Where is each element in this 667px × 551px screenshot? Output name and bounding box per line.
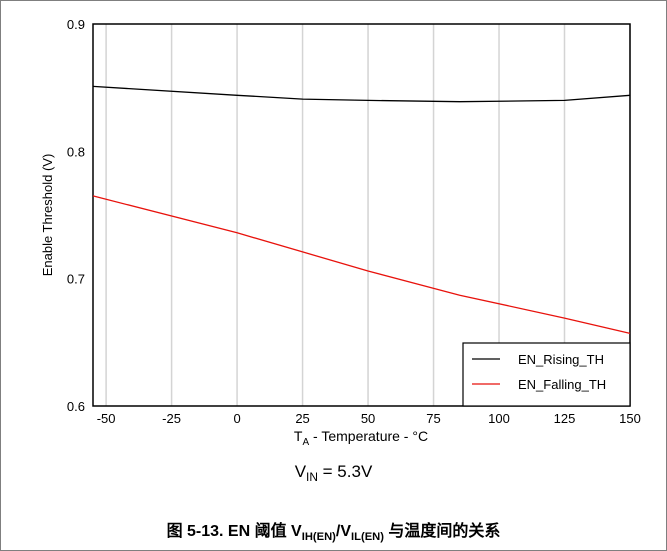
legend-box: [462, 342, 631, 407]
x-tick-label: -25: [162, 411, 181, 426]
x-axis-label: TA - Temperature - °C: [294, 428, 428, 448]
legend: EN_Rising_TH EN_Falling_TH: [462, 342, 631, 407]
x-tick-label: 125: [554, 411, 576, 426]
series-line-en-falling-th: [92, 195, 631, 335]
y-tick-label: 0.9: [67, 17, 85, 32]
x-tick-label: 75: [426, 411, 440, 426]
legend-label: EN_Falling_TH: [518, 377, 606, 392]
x-tick-label: 0: [233, 411, 240, 426]
y-tick-labels: 0.6 0.7 0.8 0.9: [67, 17, 85, 414]
x-tick-label: 150: [619, 411, 641, 426]
x-tick-label: 25: [295, 411, 309, 426]
x-tick-label: 100: [488, 411, 510, 426]
y-tick-label: 0.6: [67, 399, 85, 414]
plot-area: [92, 23, 631, 407]
x-tick-label: 50: [361, 411, 375, 426]
chart: -50 -25 0 25 50 75 100 125 150 0.6 0.7 0.8 0.9 Enab…: [40, 17, 641, 448]
y-tick-label: 0.8: [67, 144, 85, 159]
legend-label: EN_Rising_TH: [518, 352, 604, 367]
series-layer: [92, 85, 631, 335]
x-tick-label: -50: [97, 411, 116, 426]
figure-caption: 图 5-13. EN 阈值 VIH(EN)/VIL(EN) 与温度间的关系: [166, 523, 501, 543]
x-tick-labels: -50 -25 0 25 50 75 100 125 150: [97, 411, 641, 426]
chart-subtitle: VIN = 5.3V: [294, 462, 373, 485]
y-axis-label: Enable Threshold (V): [40, 154, 55, 277]
y-tick-label: 0.7: [67, 272, 85, 287]
series-line-en-rising-th: [92, 85, 631, 103]
